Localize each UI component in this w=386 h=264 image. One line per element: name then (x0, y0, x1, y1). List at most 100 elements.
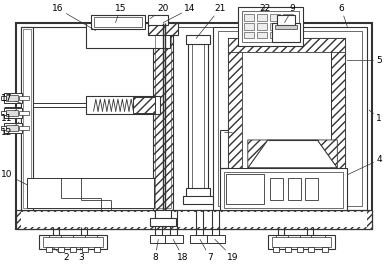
Text: 5: 5 (347, 56, 382, 65)
Bar (220, 168, 347, 210)
Bar (207, 235, 225, 243)
Bar (272, 237, 331, 247)
Bar (150, 218, 176, 225)
Polygon shape (248, 140, 337, 168)
Text: 16: 16 (52, 4, 96, 31)
Bar (218, 31, 362, 206)
Polygon shape (228, 39, 242, 168)
Bar (277, 15, 295, 25)
Text: 20: 20 (150, 4, 169, 18)
Text: 12: 12 (2, 122, 19, 138)
Bar (238, 7, 303, 46)
Text: 4: 4 (347, 155, 382, 175)
Bar (4, 93, 22, 103)
Bar (70, 247, 76, 252)
Bar (19, 111, 29, 115)
Bar (4, 123, 22, 133)
Text: 14: 14 (163, 4, 196, 23)
Bar (242, 53, 331, 168)
Bar (272, 23, 300, 43)
Bar (305, 178, 318, 200)
Bar (283, 23, 293, 30)
Bar (46, 247, 52, 252)
Bar (6, 95, 18, 101)
Bar (21, 211, 367, 228)
Bar (4, 108, 22, 118)
Polygon shape (248, 140, 267, 168)
Bar (244, 31, 254, 39)
Bar (188, 40, 208, 190)
Bar (16, 210, 372, 229)
Bar (39, 235, 107, 249)
Bar (155, 210, 171, 220)
Bar (283, 14, 293, 21)
Bar (6, 110, 18, 116)
Bar (82, 247, 88, 252)
Bar (6, 125, 18, 131)
Bar (322, 247, 328, 252)
Bar (19, 126, 29, 130)
Bar (1, 111, 6, 115)
Bar (257, 14, 267, 21)
Bar (153, 27, 173, 210)
Text: 15: 15 (115, 4, 126, 23)
Bar (224, 172, 343, 208)
Bar (1, 96, 6, 100)
Bar (183, 196, 213, 204)
Text: 7: 7 (200, 239, 213, 262)
Bar (148, 15, 168, 25)
Bar (134, 97, 155, 113)
Bar (155, 29, 171, 208)
Bar (94, 247, 100, 252)
Bar (19, 96, 29, 100)
Bar (58, 247, 64, 252)
Bar (244, 14, 254, 21)
Bar (27, 178, 154, 208)
Polygon shape (331, 39, 345, 168)
Bar (257, 31, 267, 39)
Bar (94, 17, 142, 27)
Bar (270, 14, 279, 21)
Bar (16, 23, 372, 229)
Bar (226, 174, 264, 204)
Text: 11: 11 (1, 107, 19, 122)
Bar (228, 39, 345, 168)
Bar (257, 23, 267, 30)
Text: 1: 1 (369, 110, 382, 122)
Bar (296, 247, 303, 252)
Bar (267, 235, 335, 249)
Text: 8: 8 (152, 239, 158, 262)
Bar (21, 27, 367, 225)
Bar (270, 23, 279, 30)
Bar (270, 31, 279, 39)
Text: 2: 2 (53, 247, 69, 262)
Bar (21, 27, 33, 210)
Bar (270, 178, 283, 200)
Bar (16, 210, 372, 229)
Bar (86, 96, 160, 114)
Bar (91, 15, 146, 29)
Bar (308, 247, 315, 252)
Bar (190, 235, 208, 243)
Bar (43, 237, 103, 247)
Bar (186, 188, 210, 198)
Bar (155, 27, 168, 210)
Text: 18: 18 (173, 239, 189, 262)
Bar (21, 27, 168, 210)
Bar (86, 23, 170, 48)
Bar (284, 247, 291, 252)
Bar (186, 35, 210, 44)
Text: 22: 22 (259, 4, 270, 13)
Bar (23, 29, 31, 208)
Polygon shape (317, 140, 337, 168)
Text: 3: 3 (78, 247, 83, 262)
Bar (288, 178, 301, 200)
Text: 17: 17 (1, 94, 21, 103)
Bar (150, 235, 168, 243)
Bar (165, 235, 183, 243)
Bar (213, 27, 367, 210)
Bar (275, 25, 296, 29)
Bar (283, 31, 293, 39)
Text: 21: 21 (196, 4, 226, 39)
Text: 6: 6 (339, 4, 347, 27)
